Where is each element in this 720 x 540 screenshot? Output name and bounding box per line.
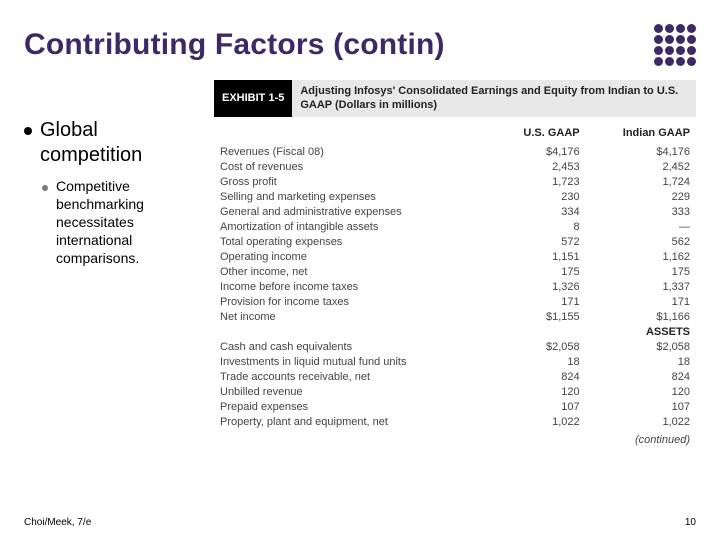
table-cell-indian: 107 (586, 400, 696, 415)
col-header-indian: Indian GAAP (586, 123, 696, 145)
table-row-label: Prepaid expenses (214, 400, 491, 415)
table-cell-indian: 2,452 (586, 160, 696, 175)
table-cell-indian: 229 (586, 190, 696, 205)
col-header-blank (214, 123, 491, 145)
table-cell-us: 18 (491, 355, 586, 370)
left-column: Global competition Competitive benchmark… (24, 80, 202, 446)
table-row-label: Provision for income taxes (214, 295, 491, 310)
table-cell-us: $1,155 (491, 310, 586, 325)
table-cell-us: 107 (491, 400, 586, 415)
table-cell-indian: 1,337 (586, 280, 696, 295)
exhibit-panel: EXHIBIT 1-5 Adjusting Infosys' Consolida… (214, 80, 696, 446)
sub-bullet-icon (42, 185, 48, 191)
table-cell-indian: 120 (586, 385, 696, 400)
table-cell-us: 230 (491, 190, 586, 205)
table-cell-indian: 824 (586, 370, 696, 385)
exhibit-tag: EXHIBIT 1-5 (214, 80, 292, 117)
table-row-label: Trade accounts receivable, net (214, 370, 491, 385)
table-cell-us: 171 (491, 295, 586, 310)
table-cell-indian: 18 (586, 355, 696, 370)
financial-table: U.S. GAAP Indian GAAP Revenues (Fiscal 0… (214, 123, 696, 430)
table-cell-indian: 171 (586, 295, 696, 310)
table-row-label: Amortization of intangible assets (214, 220, 491, 235)
table-row-label: Other income, net (214, 265, 491, 280)
table-row-label: Property, plant and equipment, net (214, 415, 491, 430)
table-cell-us: 1,022 (491, 415, 586, 430)
table-cell-us: 1,723 (491, 175, 586, 190)
table-row-label: Net income (214, 310, 491, 325)
table-cell-us: 120 (491, 385, 586, 400)
table-cell-indian: 333 (586, 205, 696, 220)
table-cell-indian: $1,166 (586, 310, 696, 325)
table-row-label: Investments in liquid mutual fund units (214, 355, 491, 370)
table-row-label: Revenues (Fiscal 08) (214, 145, 491, 160)
table-row-label: Unbilled revenue (214, 385, 491, 400)
continued-label: (continued) (214, 430, 696, 446)
table-row-label: Total operating expenses (214, 235, 491, 250)
table-cell-us: $4,176 (491, 145, 586, 160)
col-header-us: U.S. GAAP (491, 123, 586, 145)
table-cell-indian: 175 (586, 265, 696, 280)
table-cell-us: 334 (491, 205, 586, 220)
table-row-label: Selling and marketing expenses (214, 190, 491, 205)
footer-left: Choi/Meek, 7/e (24, 517, 91, 528)
bullet-heading: Global competition (40, 118, 202, 168)
table-cell-indian: 1,162 (586, 250, 696, 265)
table-cell-indian: 1,022 (586, 415, 696, 430)
corner-decoration (654, 24, 696, 66)
sub-bullet-text: Competitive benchmarking necessitates in… (56, 178, 202, 268)
table-cell-us: 2,453 (491, 160, 586, 175)
table-cell-indian: 1,724 (586, 175, 696, 190)
table-cell-us: $2,058 (491, 340, 586, 355)
table-cell-us: 824 (491, 370, 586, 385)
table-row-label: General and administrative expenses (214, 205, 491, 220)
assets-header: ASSETS (214, 325, 696, 340)
table-row-label: Cost of revenues (214, 160, 491, 175)
table-row-label: Operating income (214, 250, 491, 265)
slide-title: Contributing Factors (contin) (24, 28, 696, 62)
footer-page-number: 10 (685, 517, 696, 528)
table-cell-us: 8 (491, 220, 586, 235)
bullet-icon (24, 127, 32, 135)
table-cell-indian: 562 (586, 235, 696, 250)
table-cell-us: 1,151 (491, 250, 586, 265)
exhibit-caption: Adjusting Infosys' Consolidated Earnings… (292, 80, 696, 117)
table-cell-indian: — (586, 220, 696, 235)
table-row-label: Income before income taxes (214, 280, 491, 295)
table-cell-us: 1,326 (491, 280, 586, 295)
table-row-label: Gross profit (214, 175, 491, 190)
table-cell-us: 572 (491, 235, 586, 250)
table-cell-us: 175 (491, 265, 586, 280)
table-cell-indian: $4,176 (586, 145, 696, 160)
table-row-label: Cash and cash equivalents (214, 340, 491, 355)
table-cell-indian: $2,058 (586, 340, 696, 355)
